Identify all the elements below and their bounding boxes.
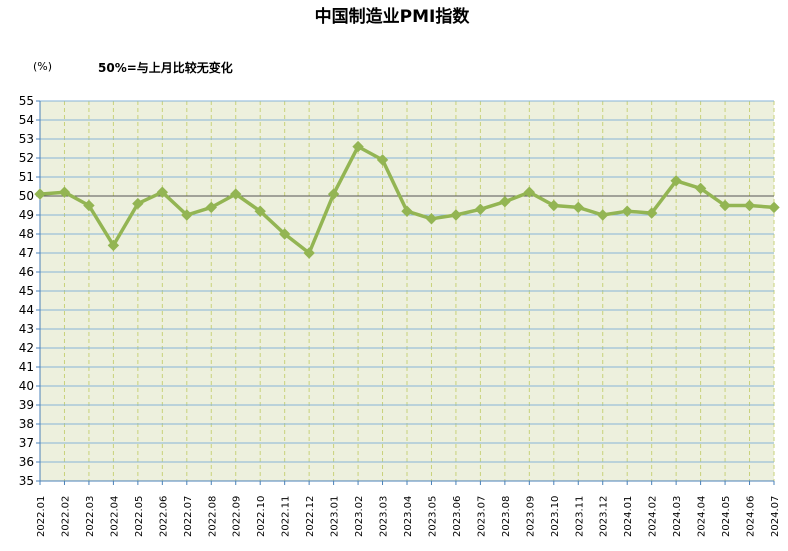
x-tick-label: 2024.05 [721,496,732,537]
y-tick-label: 51 [19,170,34,184]
y-tick-label: 43 [19,322,34,336]
data-point [83,199,95,212]
y-tick-label: 42 [19,341,34,355]
x-tick-label: 2023.10 [550,496,561,537]
data-point [34,188,46,200]
x-tick-label: 2024.06 [746,496,757,537]
x-tick-label: 2022.11 [281,496,292,537]
x-tick-label: 2024.01 [623,496,634,537]
data-point [181,209,193,221]
data-point [523,186,536,198]
x-tick-label: 2023.02 [354,496,365,537]
x-tick-label: 2022.04 [109,496,120,537]
x-tick-label: 2022.09 [232,496,243,537]
x-tick-label: 2023.08 [501,496,512,537]
data-point [327,188,340,200]
y-tick-label: 46 [19,265,34,279]
data-point [156,186,169,198]
x-tick-label: 2024.04 [697,496,708,537]
data-point [670,175,682,187]
data-point [597,209,609,221]
data-point [743,199,756,212]
y-tick-label: 55 [19,94,34,108]
y-tick-label: 38 [19,417,34,431]
data-point [376,154,389,166]
y-tick-label: 41 [19,360,34,374]
y-tick-label: 50 [19,189,34,203]
x-tick-label: 2024.07 [770,496,781,537]
y-tick-label: 37 [19,436,34,450]
data-point [645,207,658,219]
x-tick-label: 2022.05 [134,496,145,537]
y-tick-label: 40 [19,379,34,393]
data-point [694,182,707,195]
x-tick-label: 2023.06 [452,496,463,537]
y-tick-label: 52 [19,151,34,165]
y-tick-label: 53 [19,132,34,146]
data-point [278,228,291,240]
x-tick-label: 2022.03 [85,496,96,537]
y-tick-label: 45 [19,284,34,298]
y-unit-label: (%) [33,60,52,73]
x-tick-label: 2023.03 [379,496,390,537]
x-tick-label: 2024.02 [648,496,659,537]
series-markers [34,140,780,259]
data-point [132,197,144,210]
data-point [425,213,438,225]
x-tick-label: 2022.10 [256,496,267,537]
data-point [107,239,120,252]
x-tick-label: 2023.04 [403,496,414,537]
reference-annotation: 50%=与上月比较无变化 [98,60,233,75]
y-axis-ticks: 35 36 37 38 39 40 41 42 43 44 45 46 47 48 49 50 51 52 53 54… [19,94,40,488]
x-tick-label: 2022.06 [158,496,169,537]
data-point [450,209,462,221]
data-point [254,205,266,217]
x-tick-label: 2023.01 [330,496,341,537]
data-point [474,203,487,216]
y-tick-label: 48 [19,227,34,241]
y-tick-label: 39 [19,398,34,412]
data-point [768,201,780,214]
data-point [352,140,364,153]
x-tick-label: 2023.12 [599,496,610,537]
y-tick-label: 35 [19,474,34,488]
data-point [621,205,633,217]
data-point [401,205,413,217]
y-tick-label: 49 [19,208,34,222]
x-axis-ticks: 2022.01 2022.02 2022.03 2022.04 2022.05 2022.… [36,481,781,537]
data-point [303,247,315,259]
x-tick-label: 2022.01 [36,496,47,537]
y-tick-label: 54 [19,113,34,127]
x-tick-label: 2023.11 [574,496,585,537]
x-tick-label: 2022.02 [60,496,71,537]
data-point [230,188,242,200]
data-point [58,186,71,198]
chart-title: 中国制造业PMI指数 [315,6,471,27]
data-point [205,201,217,214]
data-point [548,199,560,212]
data-point [572,201,584,214]
data-point [719,199,731,212]
y-tick-label: 44 [19,303,34,317]
x-tick-label: 2024.03 [672,496,683,537]
y-tick-label: 47 [19,246,34,260]
x-tick-label: 2023.05 [427,496,438,537]
y-tick-label: 36 [19,455,34,469]
x-tick-label: 2022.08 [207,496,218,537]
x-tick-label: 2022.07 [183,496,194,537]
data-point [499,195,511,208]
x-tick-label: 2023.09 [525,496,536,537]
x-tick-label: 2023.07 [476,496,487,537]
x-tick-label: 2022.12 [305,496,316,537]
